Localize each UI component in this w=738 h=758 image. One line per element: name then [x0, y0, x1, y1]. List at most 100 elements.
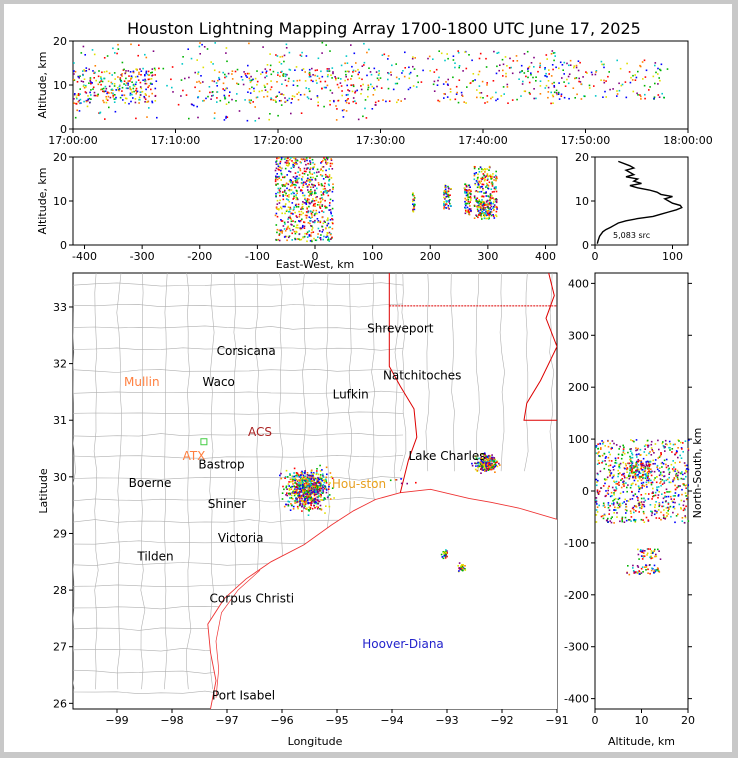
- ew-altitude-source: [464, 200, 466, 203]
- plan-view-source: [313, 499, 315, 502]
- time-altitude-source: [82, 45, 85, 48]
- time-altitude-source: [150, 72, 152, 74]
- time-altitude-source: [471, 59, 473, 62]
- time-altitude-source: [575, 77, 578, 79]
- ew-altitude-source: [324, 199, 326, 202]
- ew-altitude-source: [493, 179, 495, 181]
- ew-altitude-source: [490, 205, 493, 208]
- ns-source: [642, 510, 645, 513]
- time-altitude-source: [180, 95, 182, 97]
- ew-altitude-source: [493, 190, 495, 193]
- time-altitude-source: [251, 86, 253, 89]
- time-altitude-source: [445, 81, 447, 83]
- ns-source: [646, 439, 649, 442]
- ew-altitude-source: [450, 205, 452, 207]
- plan-view-source: [318, 495, 320, 497]
- time-altitude-source: [144, 78, 146, 81]
- time-altitude-source: [331, 77, 333, 79]
- ns-source: [617, 504, 620, 507]
- time-altitude-source: [240, 76, 243, 78]
- plan-view-source: [303, 492, 305, 494]
- ns-source: [638, 501, 640, 504]
- plan-view-source: [305, 507, 307, 510]
- time-altitude-source: [121, 61, 124, 64]
- ew-altitude-source: [280, 172, 283, 175]
- plan-view-source: [293, 478, 296, 481]
- ew-altitude-source: [279, 162, 281, 165]
- time-altitude-source: [248, 88, 251, 90]
- time-altitude-source: [321, 41, 324, 44]
- ns-source: [625, 482, 627, 484]
- time-altitude-source: [280, 104, 283, 106]
- ns-source: [608, 451, 610, 454]
- time-altitude-source: [76, 94, 79, 96]
- time-altitude-source: [634, 79, 637, 81]
- plan-view-source: [317, 492, 320, 495]
- ew-altitude-source: [331, 162, 334, 165]
- plan-view-source: [301, 500, 304, 503]
- ns-source: [653, 564, 656, 567]
- time-altitude-source: [78, 94, 80, 97]
- ew-axis-tick-label: 400: [535, 250, 556, 263]
- ew-altitude-source: [445, 190, 448, 193]
- plan-view-source: [284, 476, 287, 478]
- plan-view-source: [316, 489, 319, 491]
- ew-altitude-source: [320, 234, 322, 236]
- ew-altitude-source: [319, 237, 322, 239]
- time-altitude-source: [148, 95, 150, 98]
- ew-altitude-source: [465, 199, 468, 201]
- time-altitude-source: [228, 101, 230, 104]
- time-altitude-source: [121, 75, 123, 77]
- time-altitude-source: [308, 74, 311, 76]
- ew-altitude-source: [480, 212, 483, 215]
- time-altitude-source: [270, 86, 273, 88]
- ns-source: [609, 520, 611, 522]
- time-altitude-source: [550, 91, 552, 94]
- ns-source: [679, 485, 681, 487]
- ew-altitude-source: [295, 160, 297, 162]
- plan-view-source: [464, 569, 467, 571]
- time-altitude-source: [291, 98, 293, 100]
- ns-source: [630, 457, 632, 460]
- time-altitude-source: [515, 55, 518, 57]
- ns-source: [666, 443, 668, 446]
- ew-altitude-source: [478, 186, 481, 188]
- time-altitude-source: [113, 72, 116, 74]
- ew-altitude-source: [483, 217, 486, 220]
- plan-view-source: [304, 475, 306, 478]
- ns-x-tick-label: 10: [635, 714, 649, 727]
- time-altitude-source: [140, 87, 143, 90]
- time-altitude-source: [361, 78, 363, 81]
- plan-view-source: [442, 551, 445, 554]
- ns-y-tick-label: 0: [582, 485, 589, 498]
- plan-view-source: [310, 499, 312, 502]
- latitude-axis-tick-label: 32: [53, 358, 67, 371]
- ew-altitude-source: [487, 195, 489, 197]
- time-altitude-source: [114, 78, 116, 80]
- ns-source: [617, 475, 619, 478]
- ns-source: [625, 503, 627, 505]
- ew-altitude-source: [309, 180, 312, 182]
- ew-altitude-source: [317, 236, 319, 238]
- ew-altitude-source: [280, 173, 283, 176]
- time-altitude-source: [350, 84, 352, 86]
- plan-view-source: [304, 478, 307, 480]
- ew-altitude-source: [278, 233, 281, 235]
- plan-view-source: [308, 474, 311, 477]
- time-altitude-source: [108, 106, 110, 109]
- plan-view-source: [299, 502, 302, 505]
- ew-altitude-source: [486, 184, 489, 186]
- ns-source: [647, 446, 649, 448]
- time-altitude-source: [299, 54, 302, 56]
- ew-altitude-source: [311, 158, 314, 161]
- plan-view-source: [316, 478, 319, 481]
- time-altitude-source: [138, 71, 140, 74]
- time-altitude-source: [112, 47, 114, 50]
- ns-source: [630, 464, 633, 466]
- ew-altitude-source: [278, 192, 281, 194]
- ns-source: [663, 509, 665, 511]
- ew-altitude-source: [311, 191, 313, 194]
- time-altitude-source: [639, 64, 641, 67]
- ns-source: [644, 550, 646, 552]
- ns-source: [644, 493, 647, 495]
